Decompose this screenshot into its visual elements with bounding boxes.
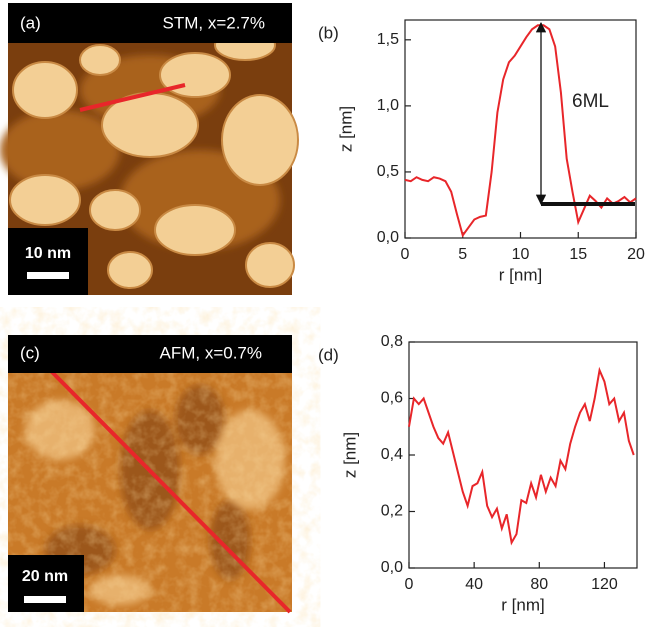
y-tick-label: 0,8: [381, 333, 403, 350]
x-tick-label: 80: [530, 576, 548, 593]
y-tick-label: 0,5: [377, 163, 399, 180]
y-axis-label: z [nm]: [340, 432, 359, 478]
x-axis-label: r [nm]: [501, 595, 544, 614]
image-title: STM, x=2.7%: [162, 13, 265, 32]
y-tick-label: 1,0: [377, 97, 399, 114]
x-tick-label: 5: [458, 246, 467, 263]
y-axis-label: z [nm]: [336, 106, 355, 152]
x-axis-label: r [nm]: [499, 265, 542, 284]
stm-image: [0, 3, 299, 295]
x-tick-label: 0: [405, 576, 414, 593]
scale-label: 10 nm: [25, 245, 71, 262]
y-tick-label: 0,4: [381, 446, 403, 463]
annotation: 6ML: [572, 91, 609, 112]
y-tick-label: 0,2: [381, 503, 403, 520]
y-tick-label: 0,0: [377, 229, 399, 246]
afm-image: [8, 335, 292, 614]
x-tick-label: 15: [569, 246, 587, 263]
x-tick-label: 40: [465, 576, 483, 593]
image-title: AFM, x=0.7%: [159, 343, 262, 362]
y-tick-label: 0,0: [381, 559, 403, 576]
panel-label: (a): [20, 13, 41, 32]
profile-line: [408, 366, 635, 546]
x-tick-label: 20: [627, 246, 645, 263]
scale-label: 20 nm: [22, 568, 68, 585]
y-tick-label: 0,6: [381, 390, 403, 407]
y-tick-label: 1,5: [377, 31, 399, 48]
panel-label: (d): [318, 345, 339, 364]
x-tick-label: 0: [401, 246, 410, 263]
panel-label: (c): [20, 343, 40, 362]
x-tick-label: 120: [591, 576, 618, 593]
x-tick-label: 10: [512, 246, 530, 263]
panel-label: (b): [318, 23, 339, 42]
